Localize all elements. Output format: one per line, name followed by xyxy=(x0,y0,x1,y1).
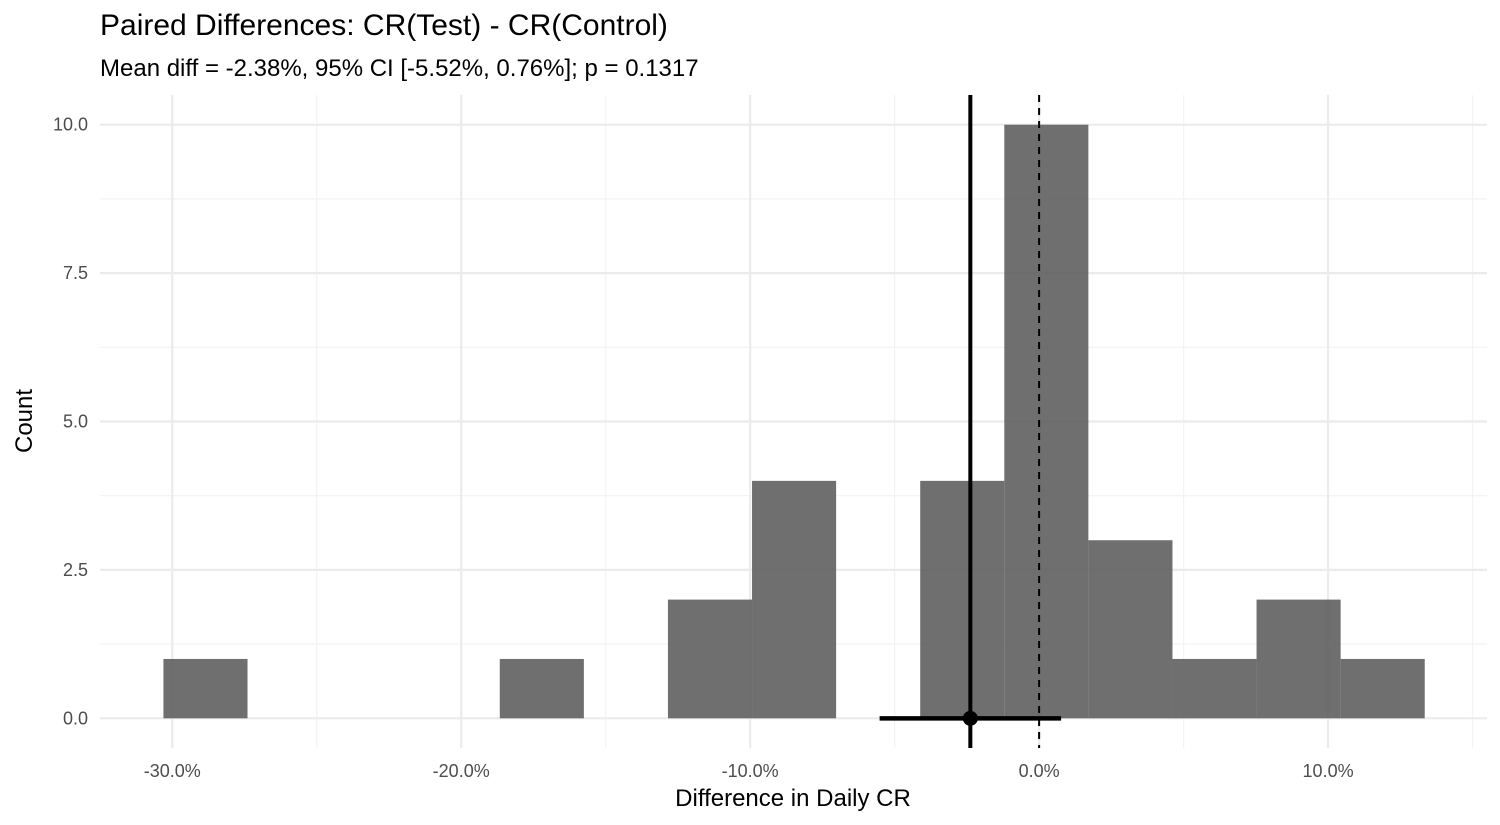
x-axis-title: Difference in Daily CR xyxy=(675,785,911,812)
y-tick-label: 5.0 xyxy=(63,412,88,432)
chart-title: Paired Differences: CR(Test) - CR(Contro… xyxy=(100,9,668,42)
y-tick-label: 2.5 xyxy=(63,560,88,580)
y-tick-label: 7.5 xyxy=(63,263,88,283)
reference-lines xyxy=(879,95,1062,748)
x-tick-label: -20.0% xyxy=(433,761,490,781)
x-tick-label: -10.0% xyxy=(722,761,779,781)
histogram-bar xyxy=(920,480,1005,719)
histogram-bar xyxy=(1172,658,1257,719)
histogram-bar xyxy=(752,480,837,719)
x-tick-label: -30.0% xyxy=(144,761,201,781)
histogram-bar xyxy=(1340,658,1425,719)
histogram-bar xyxy=(1256,599,1341,719)
histogram-bar xyxy=(667,599,753,719)
chart-subtitle: Mean diff = -2.38%, 95% CI [-5.52%, 0.76… xyxy=(100,55,699,82)
x-axis-ticks: -30.0% -20.0% -10.0% 0.0% 10.0% xyxy=(144,761,1354,781)
y-tick-label: 0.0 xyxy=(63,708,88,728)
histogram-bar xyxy=(499,658,584,719)
histogram-bar xyxy=(1088,540,1173,719)
x-tick-label: 10.0% xyxy=(1303,761,1354,781)
histogram-bars xyxy=(163,124,1425,719)
mean-difference-point xyxy=(962,710,978,726)
y-axis-ticks: 0.0 2.5 5.0 7.5 10.0 xyxy=(53,115,88,729)
histogram-bar xyxy=(1004,124,1089,719)
y-axis-title: Count xyxy=(11,389,38,453)
y-tick-label: 10.0 xyxy=(53,115,88,135)
x-tick-label: 0.0% xyxy=(1019,761,1060,781)
histogram-bar xyxy=(163,658,248,719)
